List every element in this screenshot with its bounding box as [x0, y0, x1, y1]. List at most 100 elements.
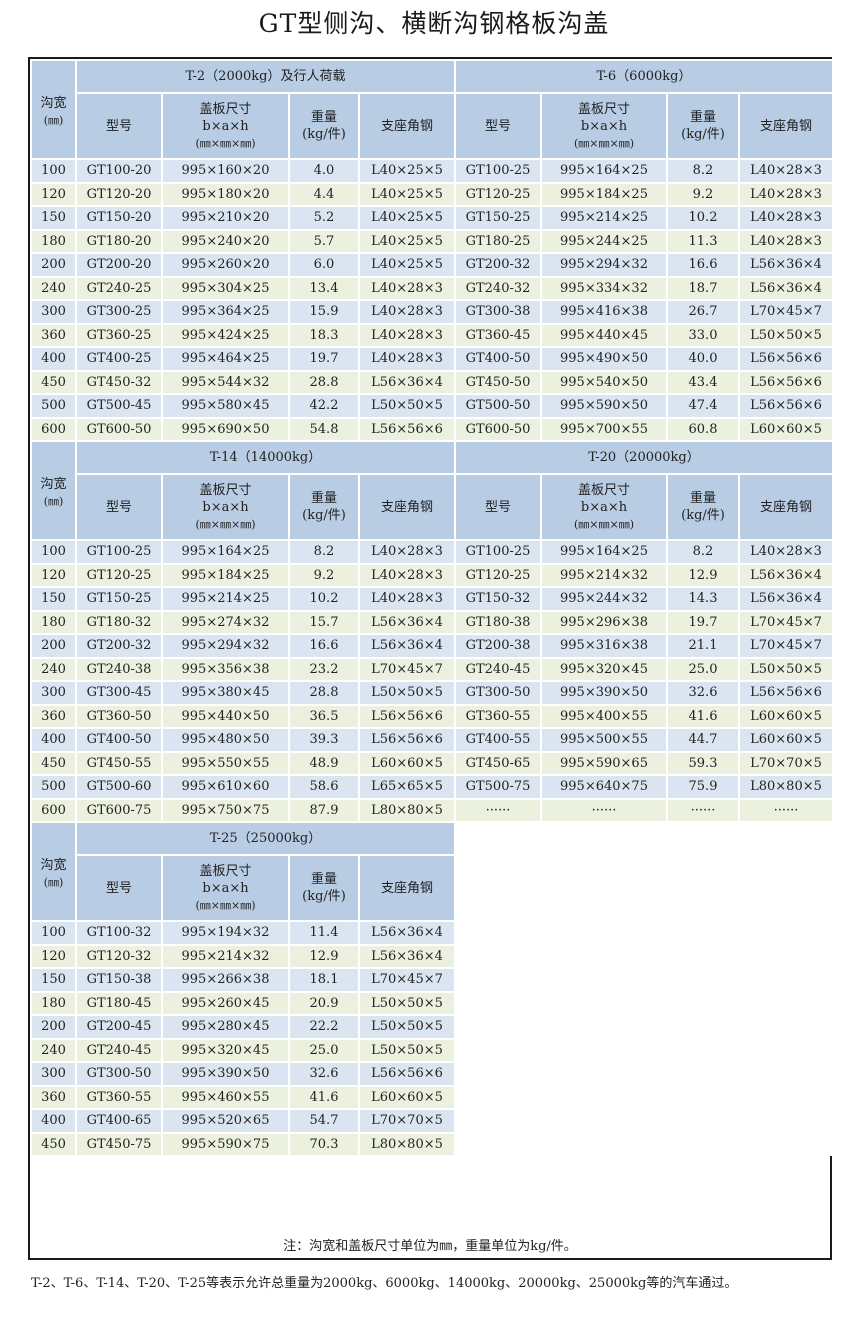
weight-cell: 32.6: [666, 680, 740, 706]
model-cell: GT100-32: [75, 920, 163, 946]
load-class-title: T-14（14000kg）: [75, 440, 456, 475]
table-row: 240 GT240-45 995×320×45 25.0 L50×50×5: [30, 1037, 833, 1063]
cover-size-cell: 995×296×38: [540, 609, 668, 635]
cover-size-unit: (㎜×㎜×㎜): [195, 136, 256, 150]
width-cell: 150: [30, 205, 77, 231]
table-row: 500 GT500-45 995×580×45 42.2 L50×50×5 GT500-5…: [30, 393, 834, 419]
cover-size-cell: 995×480×50: [161, 727, 290, 753]
cover-size-cell: 995×244×32: [540, 586, 668, 612]
column-header-row: 型号 盖板尺寸 b×a×h (㎜×㎜×㎜) 重量 (kg/件) 支座角钢 型号 盖板尺寸 b×a×…: [31, 473, 834, 541]
weight-label: 重量: [689, 491, 716, 506]
width-cell: 360: [30, 1084, 77, 1110]
weight-cell: 12.9: [666, 562, 740, 588]
weight-cell: 15.7: [288, 609, 360, 635]
cover-size-cell: 995×544×32: [161, 369, 290, 395]
width-cell: 100: [30, 539, 77, 565]
weight-cell: ······: [666, 797, 740, 823]
table-row: 180 GT180-45 995×260×45 20.9 L50×50×5: [30, 990, 833, 1016]
width-cell: 240: [30, 656, 77, 682]
model-cell: GT300-45: [75, 680, 163, 706]
model-cell: GT240-25: [75, 275, 163, 301]
cover-size-cell: 995×194×32: [161, 920, 290, 946]
width-cell: 180: [30, 990, 77, 1016]
width-cell: 240: [30, 275, 77, 301]
weight-cell: 9.2: [666, 181, 740, 207]
table-row: 100 GT100-32 995×194×32 11.4 L56×36×4: [30, 920, 833, 946]
cover-size-cell: 995×274×32: [161, 609, 290, 635]
angle-cell: L56×36×4: [358, 633, 456, 659]
model-cell: GT300-25: [75, 299, 163, 325]
model-cell: GT360-55: [75, 1084, 163, 1110]
table-row: 400 GT400-50 995×480×50 39.3 L56×56×6 GT400-5…: [30, 727, 834, 753]
cover-size-cell: 995×214×32: [540, 562, 668, 588]
cover-size-cell: 995×214×25: [161, 586, 290, 612]
width-cell: 500: [30, 774, 77, 800]
cover-size-cell: 995×690×50: [161, 416, 290, 442]
table-row: 240 GT240-38 995×356×38 23.2 L70×45×7 GT240-4…: [30, 656, 834, 682]
table-row: 450 GT450-32 995×544×32 28.8 L56×36×4 GT450-5…: [30, 369, 834, 395]
table-row: 400 GT400-25 995×464×25 19.7 L40×28×3 GT400-5…: [30, 346, 834, 372]
angle-cell: L70×45×7: [738, 609, 834, 635]
angle-cell: L70×70×5: [738, 750, 834, 776]
angle-cell: L50×50×5: [358, 393, 456, 419]
cover-size-cell: 995×440×45: [540, 322, 668, 348]
width-header: 沟宽 (㎜): [30, 440, 77, 541]
model-cell: GT600-50: [75, 416, 163, 442]
angle-cell: L70×45×7: [358, 967, 456, 993]
model-cell: GT180-45: [75, 990, 163, 1016]
weight-cell: 23.2: [288, 656, 360, 682]
weight-label: 重量: [310, 872, 337, 887]
weight-cell: 25.0: [666, 656, 740, 682]
angle-cell: L56×36×4: [358, 609, 456, 635]
cover-size-cell: 995×184×25: [161, 562, 290, 588]
model-cell: GT360-25: [75, 322, 163, 348]
weight-cell: 25.0: [288, 1037, 360, 1063]
weight-cell: 16.6: [666, 252, 740, 278]
width-cell: 120: [30, 562, 77, 588]
right-cover-size-header: 盖板尺寸 b×a×h (㎜×㎜×㎜): [540, 473, 668, 541]
cover-size-cell: 995×390×50: [540, 680, 668, 706]
cover-size-cell: 995×164×25: [540, 158, 668, 184]
model-cell: GT100-25: [454, 158, 542, 184]
angle-cell: L56×36×4: [738, 562, 834, 588]
weight-unit: (kg/件): [302, 127, 346, 142]
width-cell: 360: [30, 703, 77, 729]
cover-size-cell: 995×590×75: [161, 1131, 290, 1157]
model-cell: GT500-45: [75, 393, 163, 419]
weight-cell: 4.0: [288, 158, 360, 184]
cover-size-cell: 995×424×25: [161, 322, 290, 348]
cover-size-cell: 995×460×55: [161, 1084, 290, 1110]
left-weight-header: 重量 (kg/件): [288, 92, 360, 160]
cover-size-cell: 995×244×25: [540, 228, 668, 254]
model-cell: GT240-32: [454, 275, 542, 301]
angle-cell: L40×28×3: [738, 181, 834, 207]
weight-cell: 16.6: [288, 633, 360, 659]
weight-cell: 54.7: [288, 1108, 360, 1134]
angle-cell: L56×36×4: [358, 920, 456, 946]
width-header: 沟宽 (㎜): [30, 59, 77, 160]
weight-label: 重量: [310, 110, 337, 125]
angle-cell: L50×50×5: [358, 1014, 456, 1040]
width-unit: (㎜): [43, 876, 64, 889]
model-cell: GT200-32: [75, 633, 163, 659]
weight-cell: 8.2: [288, 539, 360, 565]
model-cell: GT150-25: [75, 586, 163, 612]
cover-size-cell: 995×490×50: [540, 346, 668, 372]
model-cell: GT240-45: [454, 656, 542, 682]
weight-cell: 4.4: [288, 181, 360, 207]
width-cell: 100: [30, 920, 77, 946]
cover-size-cell: 995×750×75: [161, 797, 290, 823]
angle-cell: L56×56×6: [358, 1061, 456, 1087]
angle-cell: L56×36×4: [738, 275, 834, 301]
table-row: 180 GT180-20 995×240×20 5.7 L40×25×5 GT180-25…: [30, 228, 834, 254]
angle-cell: L56×56×6: [738, 393, 834, 419]
weight-cell: 19.7: [666, 609, 740, 635]
cover-size-dims: b×a×h: [580, 118, 628, 134]
weight-cell: 28.8: [288, 369, 360, 395]
weight-unit: (kg/件): [681, 508, 725, 523]
section-title-row: 沟宽 (㎜) T-2（2000kg）及行人荷载 T-6（6000kg）: [30, 59, 834, 160]
table-row: 300 GT300-25 995×364×25 15.9 L40×28×3 GT300-3…: [30, 299, 834, 325]
model-cell: GT200-45: [75, 1014, 163, 1040]
width-cell: 120: [30, 943, 77, 969]
angle-cell: L56×36×4: [358, 369, 456, 395]
